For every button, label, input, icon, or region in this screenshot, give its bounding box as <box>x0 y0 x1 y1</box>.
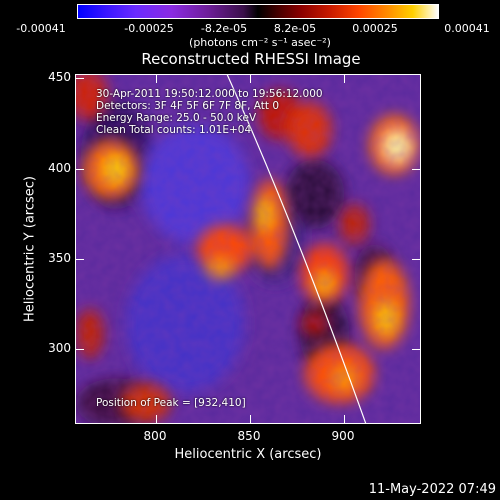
x-tick-label: 850 <box>237 429 261 443</box>
y-tickmark <box>412 169 420 170</box>
y-tickmark <box>76 78 84 79</box>
y-tickmark <box>76 259 84 260</box>
colorbar-tick: 0.00041 <box>444 22 490 35</box>
x-tickmark <box>250 415 251 423</box>
annotation-time: 30-Apr-2011 19:50:12.000 to 19:56:12.000 <box>96 88 323 100</box>
image-map <box>76 75 420 423</box>
y-tick-label: 300 <box>48 341 71 355</box>
rhessi-image: 30-Apr-2011 19:50:12.000 to 19:56:12.000… <box>75 74 421 424</box>
colorbar-tick: -0.00041 <box>16 22 66 35</box>
x-tickmark <box>156 415 157 423</box>
y-tick-label: 400 <box>48 161 71 175</box>
solar-limb <box>226 75 367 423</box>
colorbar-tick: -0.00025 <box>124 22 174 35</box>
y-tick-label: 450 <box>48 70 71 84</box>
y-tickmark <box>76 169 84 170</box>
x-tickmark <box>344 75 345 83</box>
colorbar <box>77 4 439 19</box>
y-tickmark <box>412 349 420 350</box>
x-tick-label: 800 <box>143 429 167 443</box>
y-tickmark <box>76 349 84 350</box>
colorbar-units: (photons cm⁻² s⁻¹ asec⁻²) <box>189 36 331 49</box>
x-tick-label: 900 <box>331 429 355 443</box>
x-tickmark <box>250 75 251 83</box>
x-tickmark <box>156 75 157 83</box>
annotation-peak: Position of Peak = [932,410] <box>96 397 246 409</box>
colorbar-tick: -8.2e-05 <box>200 22 248 35</box>
y-tick-column: 450 400 350 300 <box>0 0 71 500</box>
y-tick-label: 350 <box>48 251 71 265</box>
y-tickmark <box>412 259 420 260</box>
colorbar-tick: 0.00025 <box>352 22 398 35</box>
y-axis-label: Heliocentric Y (arcsec) <box>22 176 38 322</box>
x-axis-label: Heliocentric X (arcsec) <box>174 447 322 462</box>
annotation-clean: Clean Total counts: 1.01E+04 <box>96 124 252 136</box>
generation-timestamp: 11-May-2022 07:49 <box>368 482 496 497</box>
annotation-energy: Energy Range: 25.0 - 50.0 keV <box>96 112 257 124</box>
x-tickmark <box>344 415 345 423</box>
annotation-detectors: Detectors: 3F 4F 5F 6F 7F 8F, Att 0 <box>96 100 280 112</box>
colorbar-tick: 8.2e-05 <box>273 22 317 35</box>
plot-title: Reconstructed RHESSI Image <box>141 50 361 68</box>
